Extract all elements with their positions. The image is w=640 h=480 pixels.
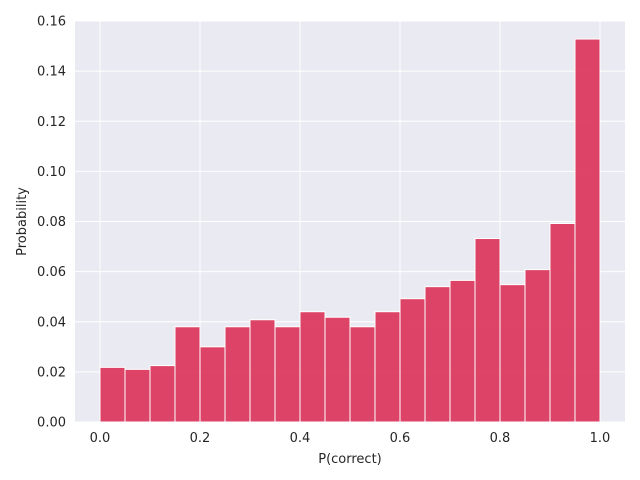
y-tick-label: 0.00 xyxy=(37,416,66,431)
x-axis-ticks: 0.0 0.2 0.4 0.6 0.8 1.0 xyxy=(90,431,611,446)
y-tick-label: 0.12 xyxy=(37,115,66,130)
y-tick-label: 0.16 xyxy=(37,15,66,30)
x-tick-label: 0.4 xyxy=(290,431,311,446)
histogram-bar xyxy=(499,284,526,423)
histogram-bar xyxy=(374,311,401,423)
y-tick-label: 0.04 xyxy=(37,315,66,330)
histogram-bar xyxy=(324,316,351,423)
y-axis-ticks: 0.00 0.02 0.04 0.06 0.08 0.10 0.12 0.14 0.16 xyxy=(37,15,66,431)
histogram-bar xyxy=(424,286,451,423)
histogram-bar xyxy=(174,326,201,423)
histogram-bar xyxy=(399,298,426,423)
y-tick-label: 0.06 xyxy=(37,265,66,280)
histogram-bar xyxy=(199,346,226,423)
histogram-bars xyxy=(99,38,601,423)
histogram-bar xyxy=(474,238,501,423)
histogram-bar xyxy=(524,269,551,423)
histogram-bar xyxy=(249,319,276,423)
y-tick-label: 0.02 xyxy=(37,365,66,380)
histogram-bar xyxy=(149,365,176,423)
histogram-bar xyxy=(124,368,151,423)
y-tick-label: 0.10 xyxy=(37,165,66,180)
histogram-bar xyxy=(349,326,376,423)
x-axis-label: P(correct) xyxy=(318,452,382,467)
x-tick-label: 0.2 xyxy=(190,431,211,446)
x-tick-label: 1.0 xyxy=(590,431,611,446)
x-tick-label: 0.6 xyxy=(390,431,411,446)
histogram-bar xyxy=(549,223,576,423)
histogram-bar xyxy=(274,326,301,423)
histogram-bar xyxy=(449,279,476,423)
y-tick-label: 0.14 xyxy=(37,65,66,80)
x-tick-label: 0.8 xyxy=(490,431,511,446)
histogram-bar xyxy=(224,326,251,423)
x-tick-label: 0.0 xyxy=(90,431,111,446)
y-tick-label: 0.08 xyxy=(37,215,66,230)
histogram-bar xyxy=(299,311,326,423)
histogram-bar xyxy=(574,38,601,423)
histogram-bar xyxy=(99,366,126,423)
y-axis-label: Probability xyxy=(15,187,30,256)
